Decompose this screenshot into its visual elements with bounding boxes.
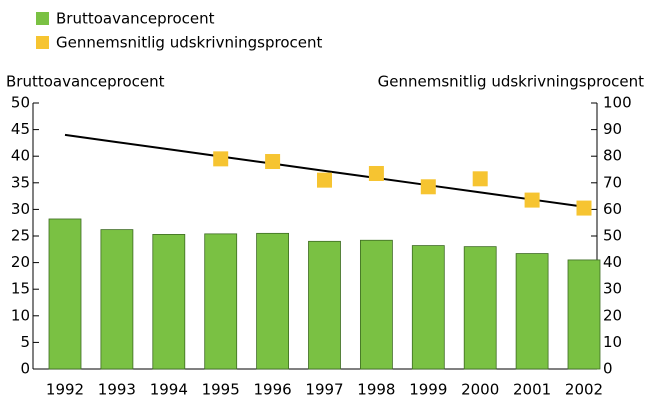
bar [204, 233, 238, 370]
legend-swatch [36, 12, 49, 25]
y-tick-label: 0 [20, 360, 30, 378]
bar [308, 240, 341, 370]
y2-tick-label: 0 [603, 360, 613, 378]
y2-tick-label: 100 [603, 94, 632, 112]
marker [317, 172, 332, 188]
legend-label: Gennemsnitlig udskrivningsprocent [56, 34, 322, 52]
y-tick-label: 20 [11, 253, 30, 271]
y2-tick-label: 70 [603, 173, 622, 191]
y-tick-label: 50 [11, 94, 30, 112]
bar [463, 246, 497, 370]
y-tick-label: 15 [11, 280, 30, 298]
marker [524, 192, 540, 208]
bar [256, 232, 290, 370]
bar [567, 259, 601, 370]
x-tick-label: 1998 [357, 381, 395, 399]
marker [213, 151, 229, 167]
marker [420, 179, 436, 195]
marker [265, 154, 281, 170]
x-tick-label: 2002 [565, 381, 603, 399]
y2-tick-label: 60 [603, 200, 622, 218]
x-tick-label: 1995 [202, 381, 240, 399]
y-tick-label: 10 [11, 306, 30, 324]
y-tick-label: 35 [11, 173, 30, 191]
x-tick-label: 1997 [305, 381, 343, 399]
y2-tick-label: 10 [603, 333, 622, 351]
y-tick-label: 40 [11, 147, 30, 165]
x-tick-label: 1999 [409, 381, 447, 399]
x-tick-label: 1992 [46, 381, 84, 399]
y-tick-label: 30 [11, 200, 30, 218]
bar [411, 245, 445, 370]
y2-tick-label: 90 [603, 120, 622, 138]
bar [515, 253, 549, 370]
x-tick-label: 1994 [150, 381, 188, 399]
marker [368, 165, 384, 181]
x-tick-label: 2000 [461, 381, 499, 399]
x-tick-label: 1996 [254, 381, 292, 399]
y-tick-label: 45 [11, 120, 30, 138]
y2-tick-label: 30 [603, 280, 622, 298]
y2-tick-label: 20 [603, 306, 622, 324]
x-tick-label: 2001 [513, 381, 551, 399]
bar [48, 218, 82, 370]
y-axis-title: Bruttoavanceprocent [6, 73, 165, 91]
x-tick-label: 1993 [98, 381, 136, 399]
marker [576, 200, 592, 216]
y2-tick-label: 50 [603, 227, 622, 245]
bar [152, 234, 186, 370]
trend-line [64, 133, 585, 208]
y2-axis-title: Gennemsnitlig udskrivningsprocent [378, 73, 644, 91]
legend-swatch [36, 36, 49, 49]
legend-label: Bruttoavanceprocent [56, 10, 215, 28]
y2-tick-label: 80 [603, 147, 622, 165]
y2-tick-label: 40 [603, 253, 622, 271]
bar [100, 229, 134, 370]
bar [359, 239, 393, 370]
marker [472, 171, 488, 187]
y-tick-label: 25 [11, 227, 30, 245]
y-tick-label: 5 [20, 333, 30, 351]
